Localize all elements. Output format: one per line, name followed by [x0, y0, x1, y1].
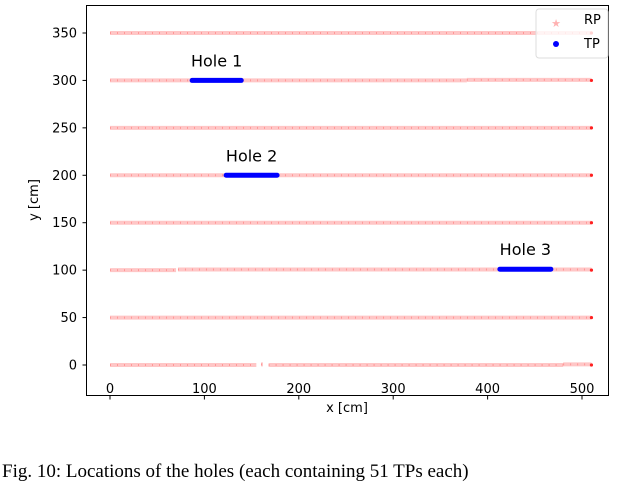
x-tick-label: 100	[192, 382, 217, 397]
rp-end-point	[589, 221, 594, 225]
rp-end-point	[589, 315, 594, 320]
x-tick-label: 200	[286, 382, 311, 397]
y-tick-label: 150	[52, 216, 77, 231]
rp-end-point	[589, 173, 594, 177]
y-tick-label: 300	[52, 74, 77, 89]
chart: Hole 1 Hole 2 Hole 3 0 100 200 300 400 500 0 50 10…	[27, 5, 609, 416]
x-tick-label: 500	[570, 382, 595, 397]
y-tick-label: 50	[60, 311, 77, 326]
legend-tp-label: TP	[583, 37, 600, 52]
hole-label-3: Hole 3	[500, 240, 551, 259]
legend-rp-label: RP	[584, 13, 601, 28]
legend-tp-marker	[553, 41, 559, 47]
y-tick-label: 250	[52, 121, 77, 136]
rp-end-point	[589, 268, 594, 272]
hole-label-1: Hole 1	[191, 51, 242, 70]
y-tick-label: 350	[52, 26, 77, 41]
x-tick-label: 0	[106, 382, 114, 397]
rp-end-point	[589, 363, 594, 367]
x-tick-label: 400	[475, 382, 500, 397]
rp-end-point	[589, 78, 594, 83]
hole-label-2: Hole 2	[226, 146, 277, 165]
legend-rp-marker: ★	[551, 18, 561, 30]
plot-frame	[86, 5, 609, 396]
x-axis-label: x [cm]	[326, 401, 368, 416]
y-tick-label: 0	[69, 359, 77, 374]
y-tick-label: 200	[52, 169, 77, 184]
y-tick-label: 100	[52, 264, 77, 279]
y-axis-label: y [cm]	[27, 179, 42, 221]
rp-end-point	[589, 126, 594, 130]
legend: ★ RP TP	[535, 8, 609, 59]
x-tick-label: 300	[381, 382, 406, 397]
figure-caption: Fig. 10: Locations of the holes (each co…	[2, 461, 469, 482]
